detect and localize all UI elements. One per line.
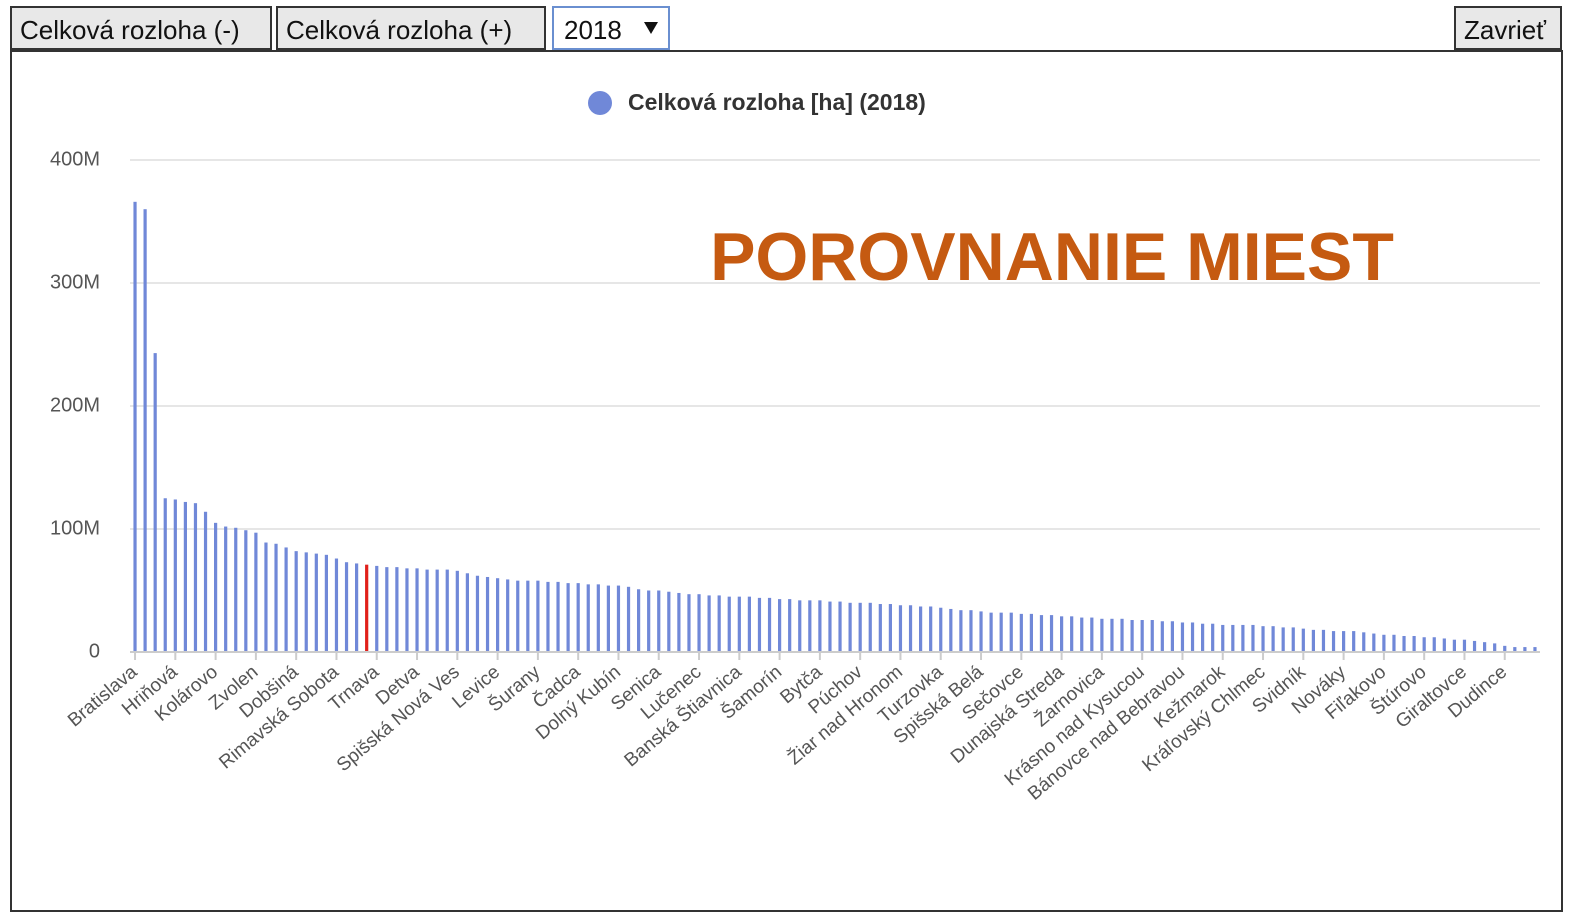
dropdown-arrow xyxy=(644,22,658,34)
year-value: 2018 xyxy=(564,15,622,45)
chart-frame xyxy=(10,50,1563,912)
year-select[interactable]: 2018 xyxy=(552,6,670,50)
decrease-button[interactable]: Celková rozloha (-) xyxy=(10,6,272,50)
increase-button[interactable]: Celková rozloha (+) xyxy=(276,6,546,50)
close-button[interactable]: Zavrieť xyxy=(1454,6,1562,50)
